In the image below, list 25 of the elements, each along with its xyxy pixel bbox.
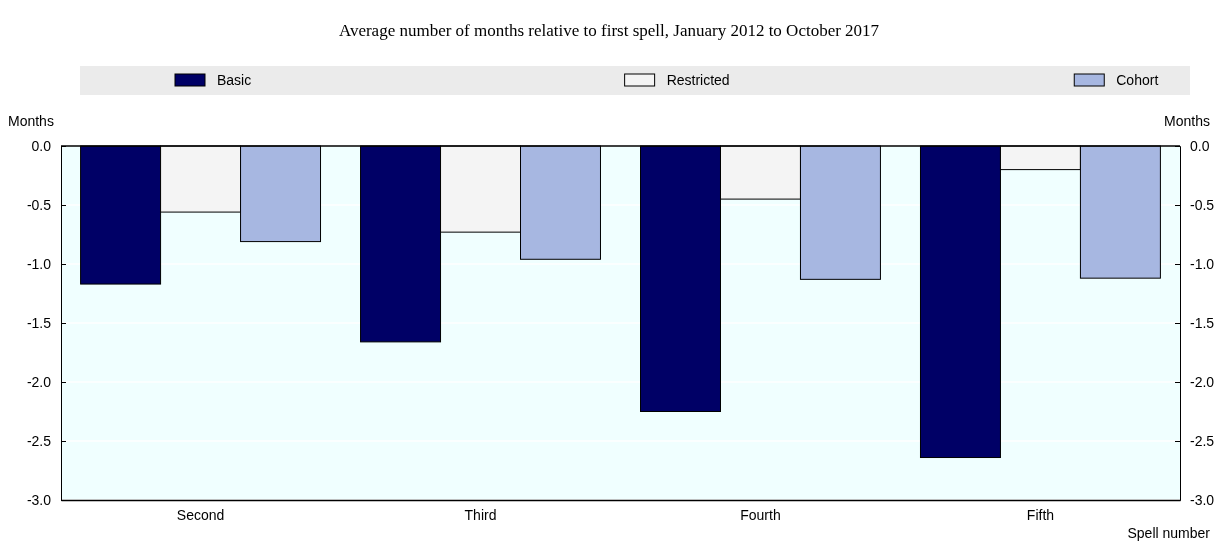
x-tick-label: Third [464, 506, 497, 523]
y-tick-label: -2.0 [26, 373, 52, 390]
x-axis-title: Spell number [1127, 525, 1211, 541]
y2-tick-label: -1.0 [1190, 255, 1215, 272]
y-axis-title: Months [8, 113, 54, 129]
y2-tick-label: -3.0 [1190, 491, 1215, 508]
y2-axis-title: Months [1164, 113, 1210, 129]
legend-label: Restricted [666, 72, 730, 88]
y2-tick-label: -2.0 [1190, 373, 1215, 390]
y-tick-label: -1.5 [26, 314, 52, 331]
y-tick-label: -0.5 [26, 196, 52, 213]
x-tick-label: Second [176, 506, 225, 523]
legend-label: Basic [217, 72, 252, 88]
y2-tick-label: 0.0 [1190, 137, 1210, 154]
x-tick-label: Fifth [1026, 506, 1055, 523]
chart-title: Average number of months relative to first spell, January 2012 to October 2017 [338, 21, 880, 40]
y2-tick-label: -1.5 [1190, 314, 1215, 331]
y-tick-label: -3.0 [26, 491, 52, 508]
y2-tick-label: -0.5 [1190, 196, 1215, 213]
y-tick-label: 0.0 [31, 137, 52, 154]
y-tick-label: -1.0 [26, 255, 52, 272]
legend-label: Cohort [1116, 72, 1159, 88]
y2-tick-label: -2.5 [1190, 432, 1215, 449]
y-tick-label: -2.5 [26, 432, 52, 449]
x-tick-label: Fourth [740, 506, 781, 523]
